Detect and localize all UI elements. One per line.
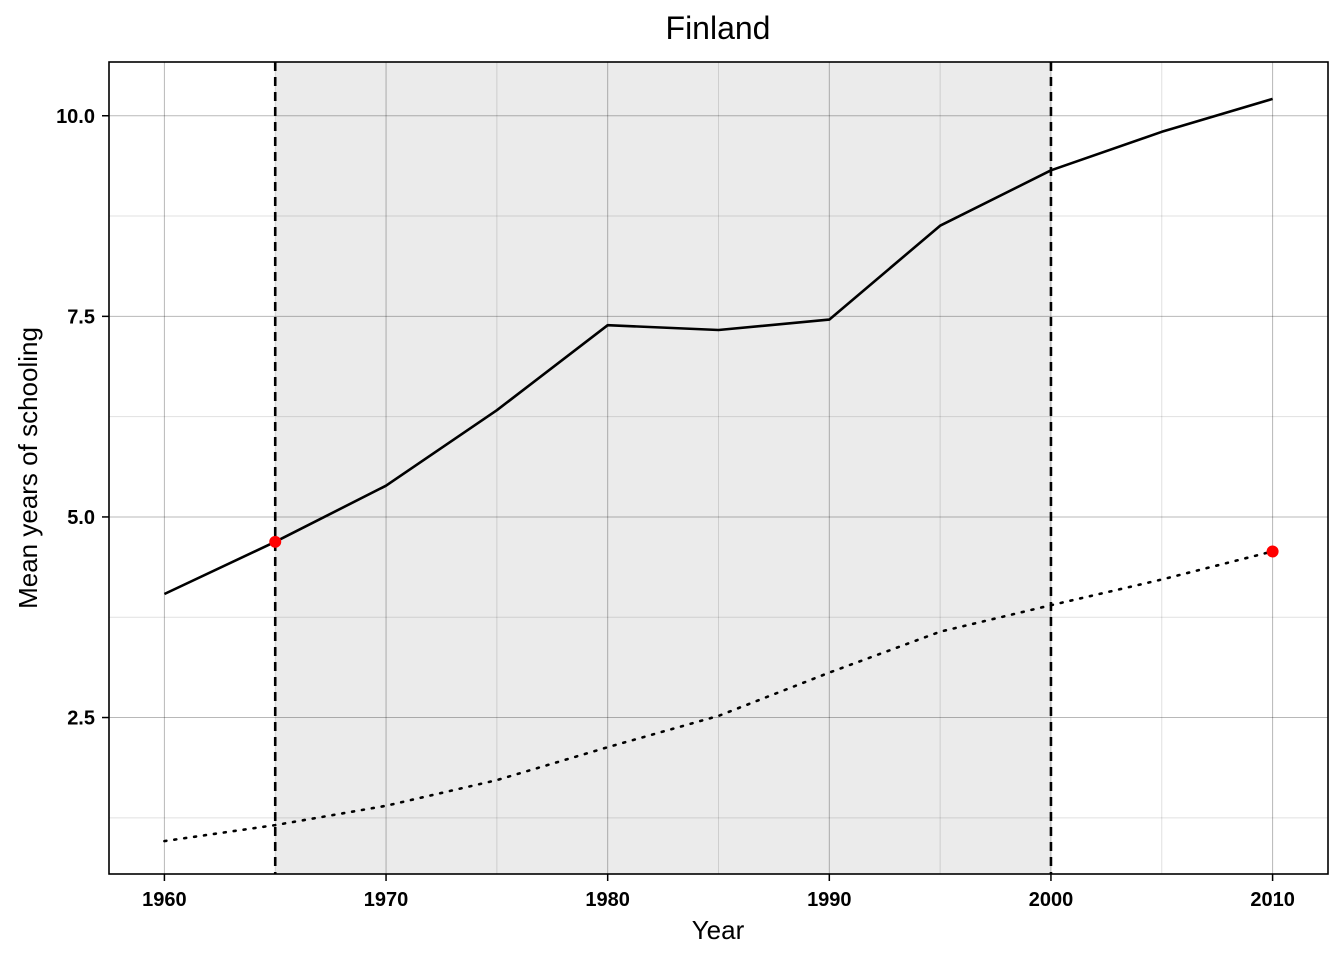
y-axis-title: Mean years of schooling bbox=[13, 327, 43, 609]
plot-area: 1960 1970 1980 1990 2000 2010 2.5 5.0 7.5 10.0 bbox=[56, 61, 1329, 911]
y-tick-label: 10.0 bbox=[56, 106, 95, 128]
x-tick-label: 1960 bbox=[142, 889, 187, 911]
shaded-region bbox=[275, 62, 1051, 874]
plot-border bbox=[108, 61, 1329, 875]
series-line-1 bbox=[163, 97, 1273, 596]
highlight-point bbox=[1266, 545, 1279, 558]
highlight-point bbox=[269, 535, 282, 548]
x-axis-title: Year bbox=[692, 915, 745, 945]
series-line-2 bbox=[163, 550, 1274, 843]
y-tick-label: 2.5 bbox=[67, 708, 95, 730]
y-tick-label: 7.5 bbox=[67, 306, 95, 328]
x-tick-label: 1980 bbox=[585, 889, 630, 911]
x-tick-label: 2000 bbox=[1029, 889, 1074, 911]
y-tick-label: 5.0 bbox=[67, 507, 95, 529]
x-tick-label: 2010 bbox=[1250, 889, 1295, 911]
chart-title: Finland bbox=[666, 10, 771, 46]
x-tick-label: 1990 bbox=[807, 889, 852, 911]
x-tick-label: 1970 bbox=[364, 889, 409, 911]
